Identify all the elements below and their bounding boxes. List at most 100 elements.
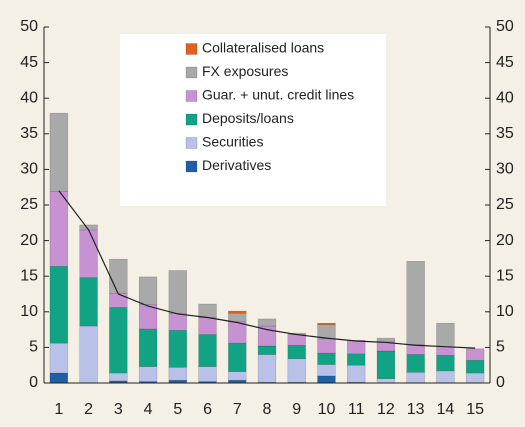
bar-segment (198, 303, 217, 318)
bar-segment (168, 367, 187, 381)
x-tick-label: 14 (437, 401, 455, 418)
y2-tick-label: 10 (496, 303, 514, 320)
y-tick-label: 50 (20, 18, 38, 35)
legend-label: FX exposures (202, 63, 288, 79)
bar-segment (465, 348, 485, 361)
y-tick-label: 35 (20, 125, 38, 142)
y-tick-label: 0 (29, 374, 38, 391)
y-tick-label: 5 (29, 339, 38, 356)
x-tick-label: 5 (173, 401, 182, 418)
bar-segment (257, 318, 277, 327)
bar-segment (228, 321, 247, 344)
x-tick-label: 13 (407, 401, 425, 418)
bar-segment (376, 350, 396, 379)
y-tick-label: 10 (20, 303, 38, 320)
x-tick-label: 7 (233, 401, 242, 418)
legend-label: Collateralised loans (202, 40, 324, 56)
bar-segment (317, 322, 336, 325)
legend-swatch (185, 43, 198, 55)
bar-segment (138, 328, 158, 367)
bar-segment (49, 265, 69, 344)
legend-label: Deposits/loans (202, 110, 294, 126)
y2-tick-label: 5 (496, 339, 505, 356)
bar-segment (347, 353, 366, 366)
bar-segment (109, 307, 128, 374)
bar-segment (198, 366, 217, 382)
x-tick-label: 8 (263, 401, 272, 418)
bar-segment (79, 277, 98, 327)
bar-segment (138, 276, 158, 305)
y2-tick-label: 20 (496, 232, 514, 249)
x-tick-label: 10 (318, 401, 336, 418)
bar-segment (436, 322, 455, 347)
x-tick-label: 3 (114, 401, 123, 418)
bar-segment (228, 312, 247, 323)
legend-label: Derivatives (202, 157, 271, 173)
legend-swatch (185, 160, 198, 173)
bar-segment (317, 324, 336, 340)
legend-swatch (185, 137, 198, 149)
bar-segment (257, 354, 277, 383)
bar-segment (257, 345, 277, 355)
bar-segment (109, 258, 128, 294)
bar-segment (406, 354, 425, 373)
y-tick-label: 45 (20, 54, 38, 71)
x-tick-label: 6 (203, 401, 212, 418)
y-tick-label: 15 (20, 267, 38, 284)
bar-segment (465, 372, 485, 384)
bar-segment (287, 334, 306, 346)
y2-tick-label: 15 (496, 267, 514, 284)
y-tick-label: 30 (20, 161, 38, 178)
bar-segment (49, 112, 69, 192)
bar-segment (198, 317, 217, 335)
x-tick-label: 4 (144, 401, 153, 418)
bar-segment (347, 340, 366, 355)
legend-label: Securities (202, 134, 263, 150)
bar-segment (109, 372, 128, 382)
bar-segment (49, 372, 69, 384)
bar-segment (168, 270, 187, 314)
legend: Derivatives Securities Deposits/loans Guar.… (120, 34, 386, 206)
bar-segment (79, 229, 98, 278)
y2-tick-label: 35 (496, 125, 514, 142)
bar-segment (317, 338, 336, 354)
bar-segment (49, 342, 69, 374)
y-tick-label: 25 (20, 196, 38, 213)
legend-swatch (185, 90, 198, 102)
x-tick-label: 9 (292, 401, 301, 418)
bar-segment (317, 352, 336, 365)
x-tick-label: 1 (54, 401, 63, 418)
line-series (58, 190, 476, 349)
bar-segment (317, 375, 336, 384)
y2-tick-label: 50 (496, 18, 514, 35)
legend-swatch (185, 113, 198, 126)
bar-segment (465, 359, 485, 374)
y2-tick-label: 25 (496, 196, 514, 213)
x-tick-label: 15 (466, 401, 484, 418)
y2-tick-label: 0 (496, 374, 505, 391)
y2-tick-label: 30 (496, 161, 514, 178)
bar-segment (79, 325, 98, 384)
bar-segment (198, 334, 217, 367)
bar-segment (347, 364, 366, 383)
bar-segment (376, 378, 396, 384)
y2-tick-label: 45 (496, 54, 514, 71)
x-tick-label: 11 (348, 401, 365, 418)
bar-segment (406, 372, 425, 384)
legend-swatch (185, 66, 198, 79)
x-tick-label: 2 (84, 401, 93, 418)
bar-segment (168, 330, 187, 368)
y-tick-label: 20 (20, 232, 38, 249)
bar-segment (436, 370, 455, 384)
bar-segment (436, 354, 455, 372)
bar-segment (49, 191, 69, 267)
bar-segment (287, 358, 306, 383)
bar-segment (109, 293, 128, 308)
bar-segment (317, 364, 336, 377)
legend-box (120, 34, 386, 206)
bar-segment (138, 366, 158, 382)
bar-segment (287, 345, 306, 360)
bar-segment (436, 346, 455, 356)
bar-segment (228, 310, 247, 314)
